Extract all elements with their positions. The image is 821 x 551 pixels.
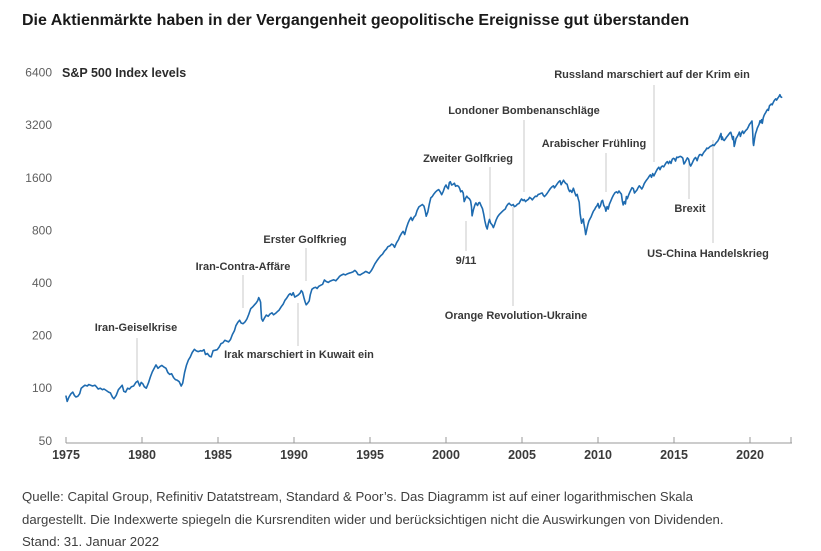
page-title: Die Aktienmärkte haben in der Vergangenh… (22, 12, 690, 29)
x-tick-label: 1985 (204, 448, 232, 462)
y-tick-label: 100 (32, 381, 52, 395)
y-tick-label: 800 (32, 223, 52, 237)
x-tick-label: 1990 (280, 448, 308, 462)
event-label: Russland marschiert auf der Krim ein (554, 69, 750, 81)
event-label: US-China Handelskrieg (647, 248, 769, 260)
sp500-price-line (65, 93, 783, 403)
y-tick-label: 400 (32, 276, 52, 290)
event-label: Zweiter Golfkrieg (423, 153, 513, 165)
event-label: 9/11 (456, 255, 477, 267)
y-tick-label: 6400 (25, 66, 52, 80)
x-tick-label: 1995 (356, 448, 384, 462)
event-label: Brexit (674, 203, 706, 215)
source-note: Quelle: Capital Group, Refinitiv Datatst… (22, 489, 724, 550)
y-tick-label: 3200 (25, 118, 52, 132)
event-label: Orange Revolution-Ukraine (445, 310, 587, 322)
event-label: Irak marschiert in Kuwait ein (224, 349, 374, 361)
event-label: Londoner Bombenanschläge (448, 105, 600, 117)
x-tick-label: 2005 (508, 448, 536, 462)
x-tick-label: 2000 (432, 448, 460, 462)
x-tick-label: 2010 (584, 448, 612, 462)
x-tick-label: 1975 (52, 448, 80, 462)
event-label: Arabischer Frühling (542, 138, 647, 150)
y-tick-label: 200 (32, 329, 52, 343)
event-label: Iran-Contra-Affäre (196, 261, 291, 273)
event-label: Erster Golfkrieg (263, 234, 346, 246)
x-tick-label: 2015 (660, 448, 688, 462)
y-axis-title: S&P 500 Index levels (62, 66, 187, 80)
x-axis (65, 437, 792, 444)
x-tick-label: 2020 (736, 448, 764, 462)
y-tick-label: 1600 (25, 171, 52, 185)
event-label: Iran-Geiselkrise (95, 322, 178, 334)
x-tick-label: 1980 (128, 448, 156, 462)
y-tick-label: 50 (39, 434, 53, 448)
